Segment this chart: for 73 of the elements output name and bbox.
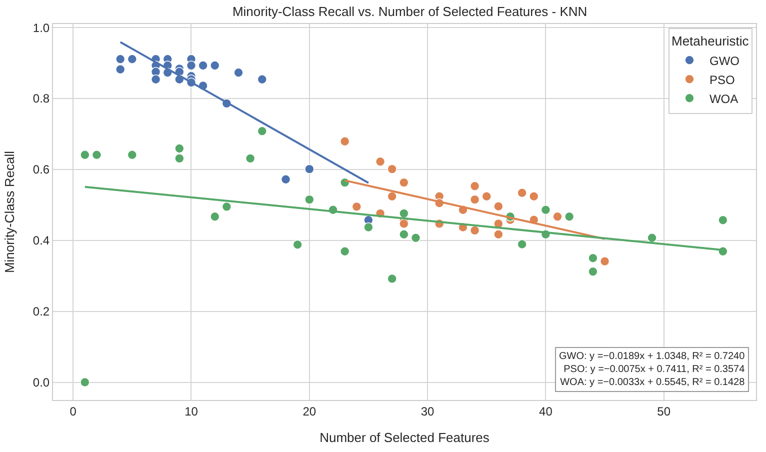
point xyxy=(186,60,196,70)
point xyxy=(387,274,397,284)
point xyxy=(198,60,208,70)
x-tick-label: 10 xyxy=(184,404,198,418)
point xyxy=(517,188,527,198)
point xyxy=(470,226,480,236)
x-axis-title: Number of Selected Features xyxy=(320,430,490,445)
point xyxy=(304,164,314,174)
point xyxy=(600,256,610,266)
point xyxy=(115,54,126,64)
x-tick-label: 50 xyxy=(657,404,671,418)
point xyxy=(718,215,728,226)
point xyxy=(410,232,421,243)
point xyxy=(92,150,102,160)
point xyxy=(80,377,90,388)
point xyxy=(222,202,232,212)
y-axis-title: Minority-Class Recall xyxy=(2,150,17,274)
point xyxy=(482,191,492,202)
point xyxy=(375,156,386,167)
point xyxy=(80,150,90,160)
y-tick-label: 0.8 xyxy=(32,92,50,106)
x-tick-label: 0 xyxy=(70,404,77,418)
x-tick-label: 30 xyxy=(420,404,435,418)
point xyxy=(588,253,598,264)
point xyxy=(399,208,409,218)
point xyxy=(257,74,268,84)
point xyxy=(517,239,527,250)
point xyxy=(588,266,598,276)
y-tick-label: 0.0 xyxy=(32,375,50,390)
point xyxy=(528,191,539,202)
point xyxy=(340,246,350,256)
legend-label: GWO xyxy=(709,54,740,68)
point xyxy=(470,181,480,192)
chart-title: Minority-Class Recall vs. Number of Selected Features - KNN xyxy=(232,4,588,19)
point xyxy=(210,212,220,222)
y-tick-label: 0.6 xyxy=(32,162,50,177)
point xyxy=(234,68,244,78)
point xyxy=(340,136,350,146)
point xyxy=(494,201,504,212)
point xyxy=(364,222,374,232)
point xyxy=(210,60,220,70)
point xyxy=(540,204,551,215)
point xyxy=(127,54,138,64)
point xyxy=(127,150,138,160)
y-tick-label: 1.0 xyxy=(32,20,50,35)
point xyxy=(647,232,657,243)
point xyxy=(564,212,574,222)
legend-title: Metaheuristic xyxy=(671,34,750,49)
point xyxy=(494,229,504,240)
legend-label: PSO xyxy=(709,72,735,87)
y-tick-label: 0.2 xyxy=(32,304,50,319)
point xyxy=(257,126,268,136)
point xyxy=(280,174,291,184)
point xyxy=(399,178,409,188)
x-tick-label: 40 xyxy=(539,404,553,418)
point xyxy=(174,144,184,154)
point xyxy=(387,191,397,202)
y-tick-label: 0.4 xyxy=(32,234,50,248)
point xyxy=(552,212,562,222)
x-tick-label: 20 xyxy=(302,404,316,418)
point xyxy=(470,194,480,204)
legend-label: WOA xyxy=(709,92,738,106)
point xyxy=(399,218,409,229)
point xyxy=(150,74,161,84)
point xyxy=(399,229,409,240)
point xyxy=(304,194,314,204)
point xyxy=(387,164,397,174)
point xyxy=(174,154,184,164)
point xyxy=(352,202,362,212)
point xyxy=(115,64,126,74)
point xyxy=(292,240,302,250)
point xyxy=(245,154,256,164)
annotation: GWO: y =−0.0189x + 1.0348, R² = 0.7240 PSO: y =−0.0075x + 0.7411, R² = 0.3574 WOA: y =−0.0033x + 0.5545, R² = 0.1428 xyxy=(559,351,746,388)
